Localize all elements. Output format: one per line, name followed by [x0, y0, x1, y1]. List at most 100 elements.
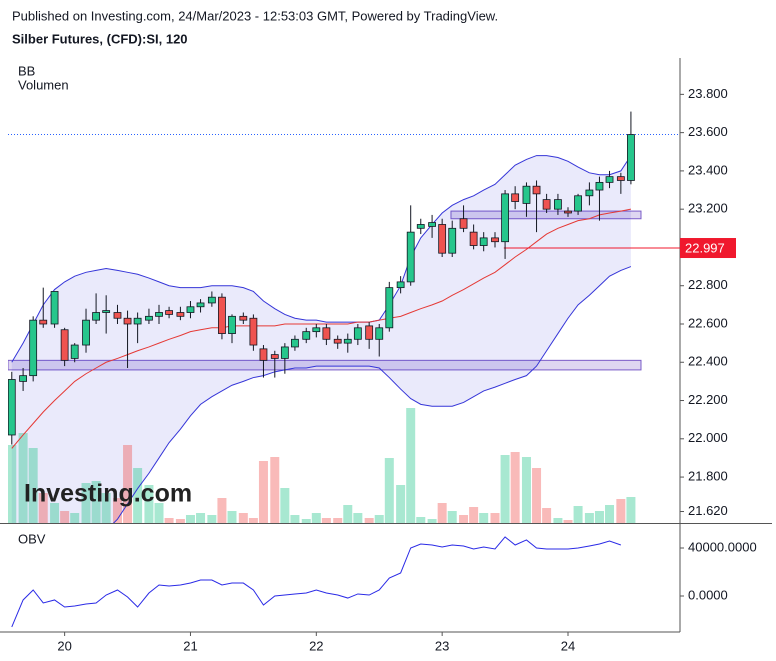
- candle-body: [448, 227, 457, 254]
- volume-bar: [447, 511, 457, 523]
- volume-bar: [469, 507, 479, 523]
- price-pane: Investing.com: [8, 111, 680, 523]
- candle-body: [165, 310, 173, 315]
- candle-body: [155, 312, 163, 317]
- candle-body: [312, 327, 321, 333]
- volume-bar: [459, 515, 469, 523]
- volume-bar: [280, 488, 290, 523]
- candle-body: [428, 222, 436, 227]
- candle-body: [228, 315, 236, 334]
- candle-body: [542, 199, 551, 210]
- volume-bar: [164, 518, 174, 523]
- volume-bar: [154, 503, 164, 523]
- volume-bar: [81, 483, 91, 523]
- volume-bar: [353, 513, 363, 523]
- y-tick-label: 23.400: [688, 162, 728, 177]
- volume-bar: [185, 515, 195, 523]
- volume-bar: [553, 518, 563, 523]
- volume-bar: [542, 508, 552, 523]
- candle-body: [50, 291, 59, 325]
- candle-body: [8, 379, 16, 436]
- candle-body: [616, 176, 625, 181]
- volume-bar: [490, 513, 500, 523]
- candle-body: [574, 195, 582, 212]
- volume-bar: [321, 518, 331, 523]
- candle-body: [145, 315, 153, 321]
- volume-bar: [594, 511, 604, 523]
- volume-bar: [112, 498, 122, 523]
- volume-bar: [238, 513, 248, 523]
- level-label-box: [680, 238, 736, 259]
- candle-body: [511, 193, 520, 202]
- volume-bar: [333, 518, 343, 523]
- candle-body: [469, 231, 478, 246]
- candle-body: [333, 338, 342, 344]
- obv-line: [11, 536, 622, 628]
- level-label: 22.997: [685, 240, 725, 255]
- volume-bar: [101, 493, 111, 523]
- volume-bar: [270, 457, 280, 523]
- candle-body: [60, 329, 69, 361]
- volume-bar: [573, 506, 583, 523]
- volume-bar: [396, 485, 406, 523]
- candle-body: [385, 287, 394, 329]
- candle-body: [92, 312, 100, 321]
- volume-bar: [8, 445, 17, 523]
- candle-body: [29, 319, 38, 377]
- candle-body: [291, 338, 299, 348]
- candle-body: [19, 375, 28, 382]
- y-tick-label: 40000.0000: [688, 539, 757, 554]
- candle-body: [406, 231, 415, 283]
- y-tick-label: 23.200: [688, 201, 728, 216]
- y-tick-label: 23.800: [688, 86, 728, 101]
- volume-bar: [70, 513, 80, 523]
- candle-body: [479, 237, 488, 246]
- candle-body: [365, 325, 374, 340]
- candle-body: [343, 338, 352, 344]
- candle-body: [585, 189, 594, 197]
- zone: [450, 210, 642, 220]
- candle-body: [82, 319, 90, 346]
- volume-bar: [196, 513, 206, 523]
- band-fill: [11, 155, 631, 523]
- y-tick-label: 22.600: [688, 315, 728, 330]
- y-tick-label: 21.800: [688, 469, 728, 484]
- candle-body: [501, 193, 509, 243]
- volume-bar: [175, 519, 185, 523]
- x-tick-label: 21: [183, 638, 197, 653]
- volume-bar: [500, 455, 510, 523]
- volume-bar: [18, 433, 28, 523]
- candle-body: [459, 218, 468, 229]
- x-tick-label: 20: [57, 638, 71, 653]
- y-tick-label: 0.0000: [688, 587, 728, 602]
- y-tick-label: 22.200: [688, 392, 728, 407]
- indicator-label: OBV: [18, 531, 46, 546]
- volume-bar: [416, 517, 426, 523]
- volume-bar: [144, 485, 154, 523]
- subtitle: Published on Investing.com, 24/Mar/2023 …: [12, 8, 498, 23]
- y-tick-label: 22.000: [688, 430, 728, 445]
- candle-body: [416, 224, 425, 229]
- volume-bar: [217, 498, 227, 523]
- volume-bar: [384, 458, 394, 523]
- volume-bar: [616, 499, 626, 523]
- candle-body: [218, 296, 226, 334]
- candle-body: [70, 344, 79, 359]
- volume-bar: [406, 408, 416, 523]
- volume-bar: [343, 505, 353, 523]
- volume-bar: [532, 468, 542, 523]
- candle-body: [396, 281, 405, 289]
- candle-body: [322, 327, 331, 340]
- volume-bar: [437, 503, 447, 523]
- candle-body: [196, 302, 205, 308]
- volume-bar: [207, 515, 217, 523]
- volume-bar: [521, 457, 531, 523]
- chart-title: Silber Futures, (CFD):SI, 120: [12, 31, 188, 46]
- volume-bar: [50, 503, 60, 523]
- volume-bar: [301, 519, 311, 523]
- volume-bar: [605, 505, 615, 523]
- candle-body: [438, 224, 447, 254]
- candle-body: [522, 185, 531, 204]
- candle-body: [239, 315, 248, 321]
